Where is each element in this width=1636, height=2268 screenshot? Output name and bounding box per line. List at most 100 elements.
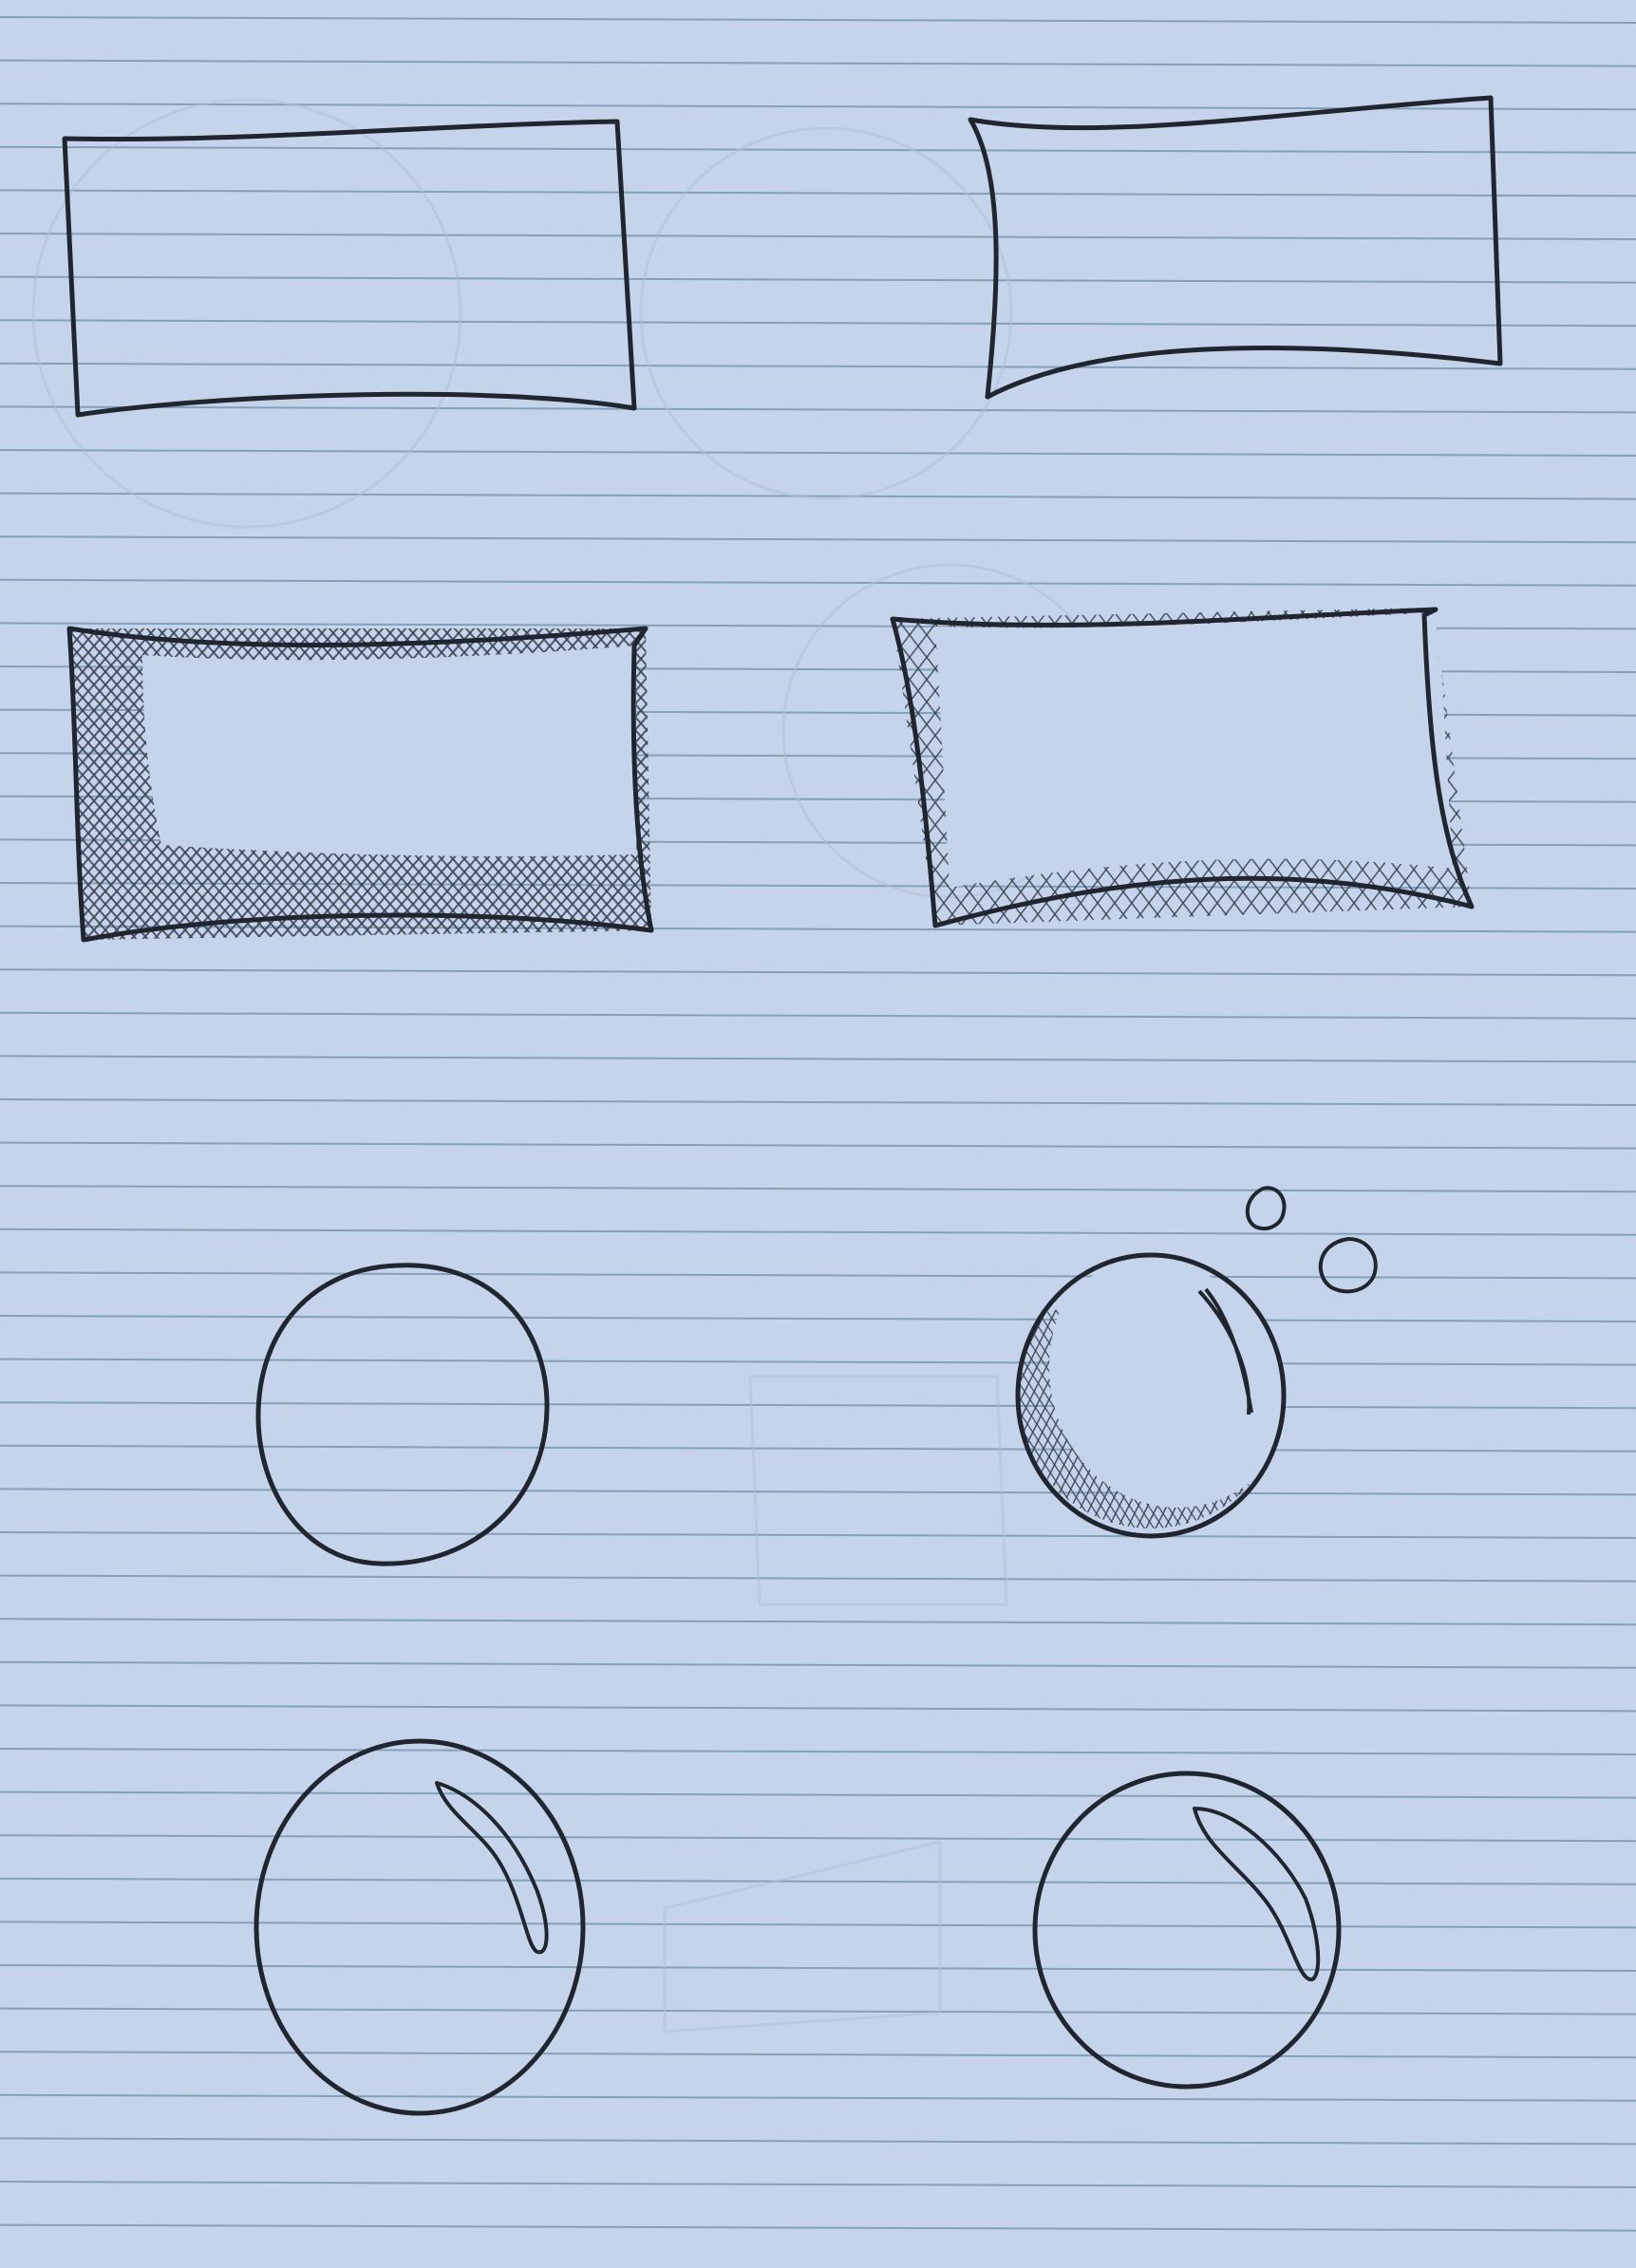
ruled-line [0,1660,1636,1669]
bubble-sketch-highlight [254,1738,586,2116]
ruled-line [0,2181,1636,2188]
hatch-line [623,628,651,940]
ruled-line [0,59,1636,67]
hatch-line [837,1310,989,1538]
hatch-line [1452,608,1472,926]
hatch-line [1018,1309,1066,1528]
hatch-line [520,628,651,940]
hatch-line [0,627,66,949]
hatch-line [790,1310,904,1538]
ruled-line [0,1877,1636,1885]
hatch-line [809,1310,923,1538]
hatch-line [69,628,283,940]
hatch-line [847,1310,961,1538]
hatch-line [1018,1309,1057,1528]
unshaded-interior [142,646,636,856]
hatch-line [893,608,931,926]
hatch-line [894,1310,1008,1538]
bubble-highlight-crescent [1193,1807,1321,1981]
ruled-line [0,1834,1636,1843]
hatch-line [69,628,146,940]
hatch-line [589,628,651,940]
hatch-line [69,628,260,940]
ruled-line [0,1574,1636,1583]
hatch-line [1487,608,1636,930]
ruled-line [0,405,1636,414]
hatch-line [566,628,651,940]
ruled-line [0,1055,1636,1063]
ruled-line [0,1790,1636,1799]
ruled-line [0,362,1636,370]
hatch-line [658,627,943,949]
hatch-line [828,1310,942,1538]
hatch-line [646,628,651,940]
hatch-line [69,628,123,940]
hatch-line [893,608,949,926]
rectangle-sketch-heavy-shading [66,626,654,943]
rectangle-sketch-light-shading [890,607,1475,928]
hatch-line [847,1310,999,1538]
hatch-line [799,1310,913,1538]
circle-sketch-plain [255,1263,550,1566]
ruled-line [0,492,1636,500]
hatch-line [1018,1309,1019,1528]
hatch-line [0,627,9,949]
hatch-line [0,627,9,949]
small-bubble [1318,1236,1378,1294]
hatch-line [1469,608,1472,926]
ruled-line [0,1531,1636,1539]
ruled-line [0,1185,1636,1193]
ghost-rectangle [663,1840,942,2034]
hatch-line [1418,608,1472,926]
hatch-line [532,628,651,940]
hatch-line [893,608,914,926]
hatch-line [69,628,135,940]
ruled-line [0,2051,1636,2059]
hatch-line [669,627,954,949]
ghost-circle [639,126,1013,500]
hatch-line [837,1310,951,1538]
ruled-line [0,1964,1636,1972]
hatch-line [856,1310,970,1538]
hatch-line [0,627,43,949]
hatch-line [1504,608,1636,930]
hatch-line [1018,1309,1047,1528]
hatch-line [658,627,943,949]
hatch-line [1452,608,1472,926]
ruled-line [0,1704,1636,1713]
hatch-line [69,628,78,940]
hatch-line [69,628,158,940]
ruled-line [0,1921,1636,1929]
ghost-rectangle [748,1375,1008,1606]
bubble-highlight-crescent [435,1781,549,1955]
hatch-line [856,1310,1008,1538]
hatch-line [818,1310,932,1538]
hatch-line [1538,608,1636,930]
hatch-line [0,627,20,949]
hatch-line [600,628,651,940]
hatch-line [1504,608,1636,930]
hatch-line [1435,608,1472,926]
hatch-line [1487,608,1636,930]
ruled-line [0,1488,1636,1496]
hatch-line [69,628,135,940]
rectangle-sketch-plain [62,119,637,418]
hatch-line [69,628,169,940]
hatch-line [893,608,914,926]
hatch-line [69,628,78,940]
hatch-line [69,628,158,940]
ruled-line [0,145,1636,154]
ruled-line [0,189,1636,197]
ruled-line [0,1271,1636,1280]
unshaded-interior [935,612,1453,888]
hatch-line [1538,608,1636,930]
hatch-line [611,628,651,940]
hatch-line [577,628,651,940]
ruled-line [0,1618,1636,1626]
bubble-sketch-highlight-2 [1032,1771,1342,2090]
hatch-line [623,628,651,940]
hatch-line [543,628,651,940]
hatch-line [818,1310,970,1538]
